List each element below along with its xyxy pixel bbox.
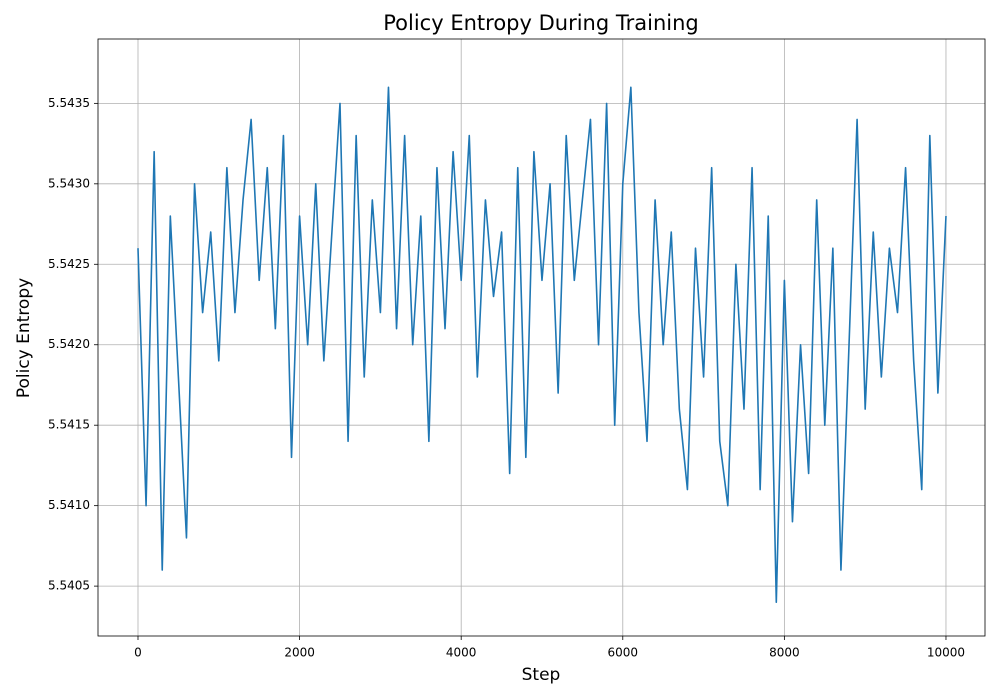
- y-tick-label: 5.5405: [48, 579, 90, 593]
- y-tick-label: 5.5430: [48, 176, 90, 190]
- x-tick-label: 4000: [446, 646, 477, 660]
- y-tick-label: 5.5415: [48, 418, 90, 432]
- y-tick-label: 5.5410: [48, 498, 90, 512]
- line-series: [137, 86, 947, 604]
- x-tick-label: 10000: [927, 646, 965, 660]
- x-tick-label: 6000: [608, 646, 639, 660]
- y-tick-label: 5.5435: [48, 96, 90, 110]
- x-tick-label: 0: [134, 646, 142, 660]
- y-tick-label: 5.5420: [48, 337, 90, 351]
- chart-title: Policy Entropy During Training: [383, 11, 698, 35]
- x-tick-label: 2000: [284, 646, 315, 660]
- y-tick-label: 5.5425: [48, 257, 90, 271]
- x-tick-label: 8000: [769, 646, 800, 660]
- y-axis-label: Policy Entropy: [14, 278, 34, 398]
- plot-frame: [97, 38, 986, 637]
- x-axis-label: Step: [522, 665, 561, 685]
